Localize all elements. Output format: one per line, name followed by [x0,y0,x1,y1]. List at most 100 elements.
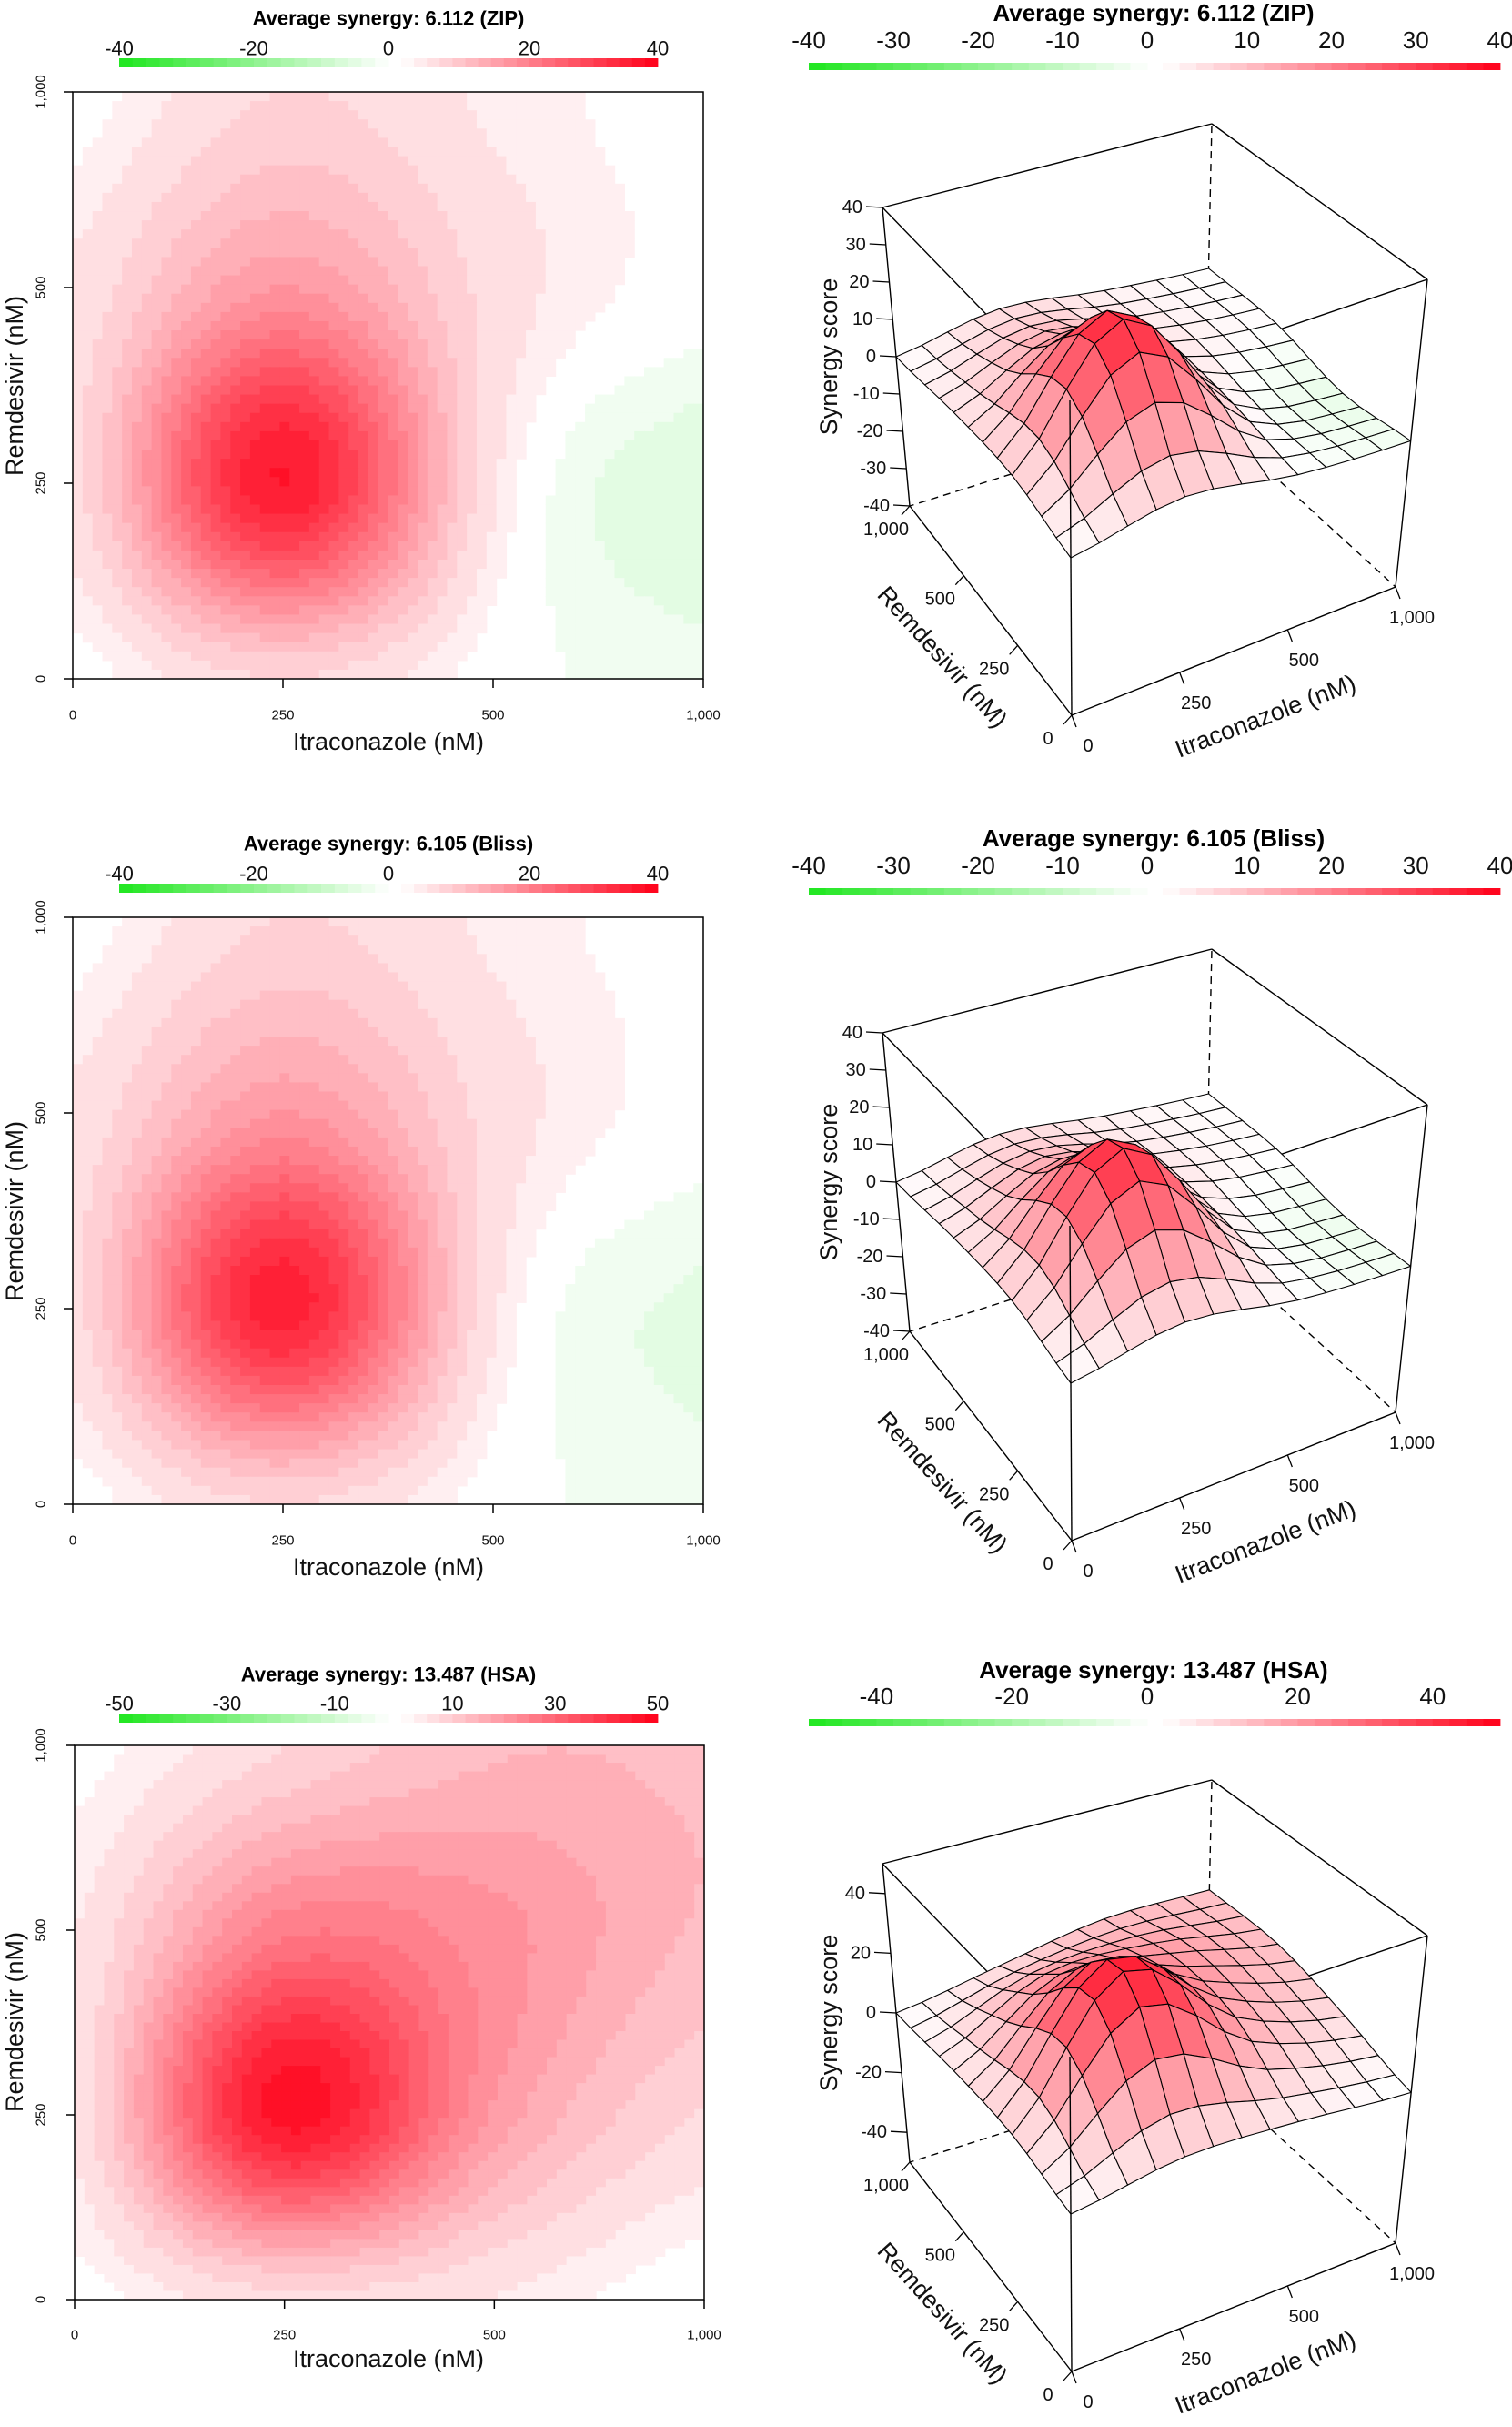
contour-cell [378,183,389,194]
contour-cell [299,421,310,432]
contour-cell [338,559,349,570]
contour-cell [200,651,212,662]
contour-cell [190,605,202,616]
contour-cell [328,468,339,478]
contour-cell [526,101,537,111]
contour-cell [516,999,527,1010]
contour-cell [457,1026,468,1037]
contour-cell [467,495,478,506]
contour-cell [575,248,586,258]
contour-cell [200,450,212,460]
contour-cell [506,367,517,378]
contour-cell [575,238,586,248]
contour-cell [526,211,537,221]
contour-cell [575,945,586,955]
contour-cell [624,559,635,570]
contour-cell [683,605,694,616]
contour-cell [594,513,606,524]
contour-cell [328,367,339,378]
contour-cell [151,651,163,662]
contour-cell [181,450,192,460]
contour-cell [210,651,222,662]
contour-cell [457,559,468,570]
contour-cell [358,550,369,561]
contour-cell [575,459,586,469]
contour-cell [190,440,202,450]
contour-cell [486,1064,498,1074]
contour-cell [328,954,339,964]
contour-cell [171,440,182,450]
contour-cell [112,201,123,212]
contour-cell [161,459,172,469]
contour-cell [190,486,202,497]
contour-cell [210,981,222,992]
contour-cell [624,459,635,469]
contour-cell [427,917,438,927]
contour-cell [161,669,172,680]
contour-cell [102,1082,113,1093]
contour-cell [408,1017,418,1028]
contour-cell [190,660,202,671]
contour-cell [388,220,398,230]
contour-cell [92,550,104,561]
colorbar-segment [267,884,281,893]
contour-cell [398,128,408,138]
contour-cell [467,578,478,588]
contour-cell [279,926,290,936]
contour-cell [269,385,280,396]
contour-cell [417,403,428,414]
contour-cell [92,248,104,258]
contour-cell [308,358,320,368]
z-axis-label: Synergy score [815,278,842,436]
contour-cell [417,430,428,441]
contour-cell [220,1091,231,1102]
contour-cell [575,926,586,936]
contour-cell [102,257,113,268]
contour-cell [230,963,241,974]
z-tick-label: -20 [857,421,883,441]
contour-cell [614,183,625,194]
contour-cell [318,450,330,460]
contour-cell [122,421,133,432]
contour-cell [190,623,202,634]
contour-cell [614,651,625,662]
contour-cell [388,1055,398,1065]
contour-cell [388,421,398,432]
contour-cell [102,605,113,616]
contour-cell [338,623,349,634]
contour-cell [398,632,408,643]
contour-cell [249,192,261,203]
contour-cell [338,238,349,248]
contour-cell [141,669,153,680]
contour-cell [308,266,320,277]
contour-cell [604,183,616,194]
contour-cell [516,450,527,460]
contour-cell [634,614,645,625]
contour-cell [73,201,84,212]
contour-cell [171,1091,182,1102]
contour-cell [92,440,104,450]
contour-cell [378,137,389,148]
contour-cell [220,660,231,671]
contour-cell [486,156,498,167]
contour-cell [663,421,675,432]
colorbar-tick-label: 0 [383,37,394,60]
contour-cell [328,412,339,423]
contour-cell [112,248,123,258]
contour-cell [190,412,202,423]
contour-cell [417,330,428,340]
contour-cell [457,238,468,248]
contour-cell [585,248,596,258]
contour-cell [190,92,202,102]
contour-cell [141,183,153,194]
contour-cell [585,183,596,194]
contour-cell [131,165,143,176]
contour-cell [131,201,143,212]
contour-cell [614,275,625,286]
colorbar-segment [809,63,826,70]
contour-cell [82,257,94,268]
contour-cell [131,578,143,588]
contour-cell [269,477,280,487]
contour-cell [240,367,251,378]
contour-cell [200,211,212,221]
